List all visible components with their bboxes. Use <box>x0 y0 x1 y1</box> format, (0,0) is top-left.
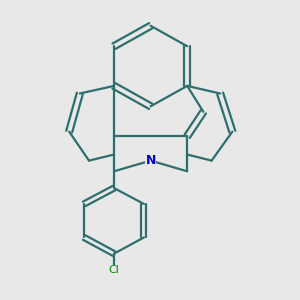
Text: N: N <box>146 154 156 167</box>
Text: Cl: Cl <box>109 266 119 275</box>
